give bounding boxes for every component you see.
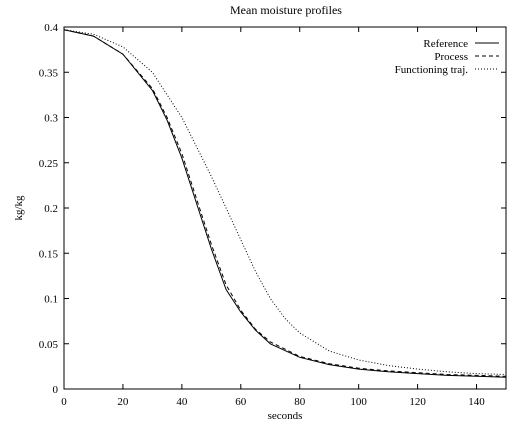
x-tick-label: 0 <box>61 396 67 408</box>
x-tick-label: 140 <box>468 396 485 408</box>
x-tick-label: 20 <box>117 396 129 408</box>
x-tick-label: 120 <box>409 396 426 408</box>
plot-frame <box>63 26 507 390</box>
y-tick-label: 0.2 <box>44 203 58 215</box>
x-axis-label: seconds <box>268 410 303 422</box>
series-line-1 <box>63 29 507 377</box>
series-lines <box>63 29 507 378</box>
legend-label: Functioning traj. <box>395 64 469 76</box>
y-tick-label: 0 <box>53 384 59 396</box>
y-tick-label: 0.15 <box>39 248 59 260</box>
legend-label: Process <box>434 51 468 63</box>
y-axis-label: kg/kg <box>13 195 25 221</box>
y-tick-label: 0.25 <box>39 158 59 170</box>
x-axis-ticks: 0 20 40 60 80 100 120 140 <box>61 27 485 408</box>
y-tick-label: 0.05 <box>39 339 59 351</box>
chart-title: Mean moisture profiles <box>230 3 342 17</box>
x-tick-label: 40 <box>176 396 188 408</box>
series-line-0 <box>63 29 507 378</box>
y-axis-ticks: 0 0.05 0.1 0.15 0.2 0.25 0.3 0.35 0.4 <box>39 22 506 396</box>
series-line-2 <box>63 29 507 375</box>
x-tick-label: 100 <box>350 396 367 408</box>
x-tick-label: 80 <box>294 396 306 408</box>
x-tick-label: 60 <box>235 396 247 408</box>
y-tick-label: 0.4 <box>44 22 58 34</box>
legend-label: Reference <box>423 38 468 50</box>
y-tick-label: 0.3 <box>44 113 58 125</box>
y-tick-label: 0.35 <box>39 67 59 79</box>
y-tick-label: 0.1 <box>44 294 58 306</box>
